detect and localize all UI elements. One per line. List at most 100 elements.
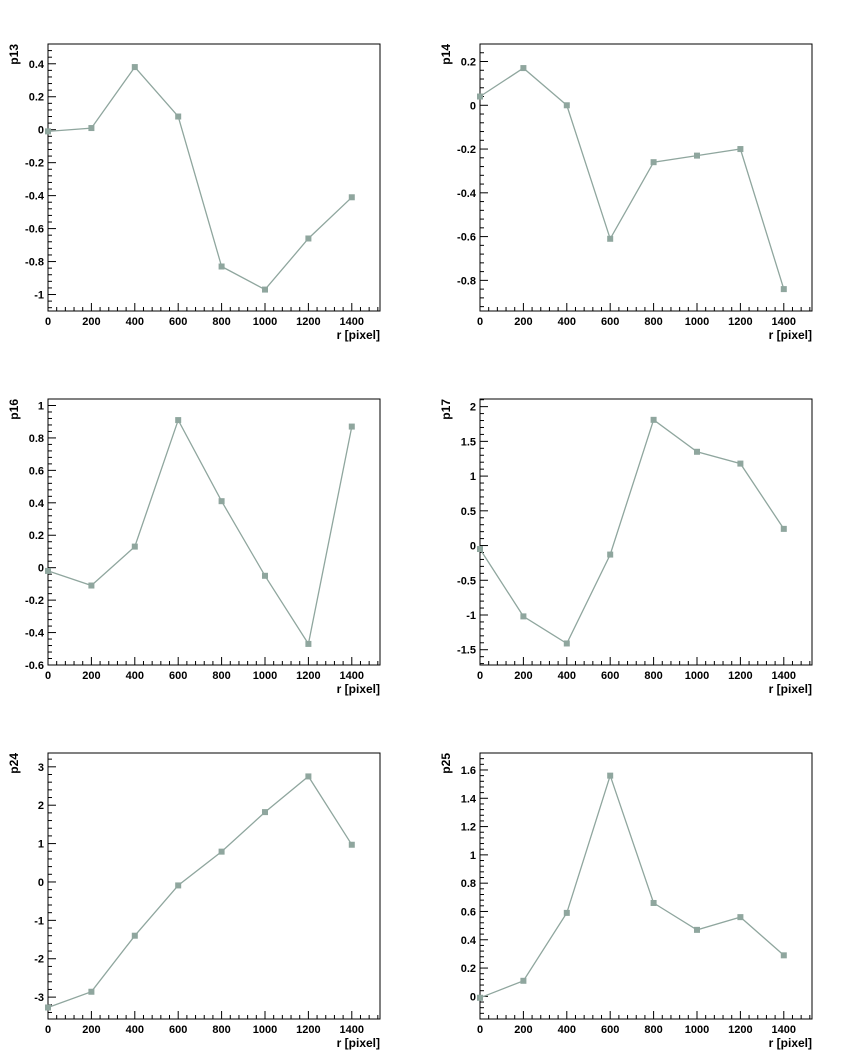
series-line — [479, 67, 785, 290]
data-point — [477, 994, 483, 1001]
x-tick-label: 400 — [126, 1024, 144, 1036]
y-tick-label: 0.2 — [461, 963, 476, 975]
plot-frame — [47, 43, 381, 312]
y-tick-label: 2 — [470, 402, 476, 414]
y-tick-label: -0.2 — [25, 595, 44, 607]
y-tick-label: 0.5 — [461, 506, 476, 518]
data-point — [131, 932, 138, 939]
data-point — [520, 613, 527, 620]
data-point — [261, 572, 268, 579]
x-tick-label: 600 — [601, 670, 619, 682]
data-point — [780, 525, 787, 532]
chart-panel-p16: 0 200 400 600 800 1000 1200 1400 -0.6 -0.4 -0.2 0 0.… — [7, 398, 381, 696]
y-tick-label: 1 — [38, 839, 44, 851]
y-tick-label: 0.4 — [29, 59, 45, 71]
x-tick-label: 1000 — [685, 1024, 709, 1036]
data-point — [520, 65, 527, 72]
y-tick-label: 0.2 — [29, 530, 44, 542]
data-point — [693, 448, 700, 455]
plot-frame — [47, 752, 381, 1020]
x-tick-label: 800 — [644, 1024, 662, 1036]
x-tick-label: 200 — [514, 670, 532, 682]
y-tick-label: -0.6 — [25, 660, 44, 672]
x-tick-label: 800 — [212, 670, 230, 682]
x-tick-label: 1400 — [772, 316, 796, 328]
x-tick-label: 1200 — [296, 1024, 320, 1036]
x-tick-label: 0 — [45, 1024, 51, 1036]
x-axis-title: r [pixel] — [337, 1036, 380, 1050]
x-tick-label: 200 — [82, 1024, 100, 1036]
plot-frame — [47, 398, 381, 666]
y-tick-label: -0.8 — [25, 257, 44, 269]
y-tick-label: -0.4 — [457, 188, 477, 200]
y-tick-label: -0.4 — [25, 191, 45, 203]
data-point — [650, 899, 657, 906]
x-tick-label: 600 — [169, 670, 187, 682]
y-tick-label: -0.2 — [25, 158, 44, 170]
x-axis-title: r [pixel] — [337, 328, 380, 342]
x-tick-label: 1400 — [772, 1024, 796, 1036]
data-point — [218, 498, 225, 505]
plot-frame — [479, 752, 813, 1020]
data-point — [563, 909, 570, 916]
data-point — [348, 423, 355, 430]
data-point — [348, 194, 355, 201]
series-line — [479, 418, 785, 645]
chart-panel-p14: 0 200 400 600 800 1000 1200 1400 -0.8 -0.6 -0.4 -0.… — [439, 43, 813, 342]
y-tick-label: 1 — [38, 400, 44, 412]
data-point — [607, 235, 614, 242]
data-point — [45, 567, 51, 574]
y-axis-title: p14 — [439, 44, 453, 65]
x-tick-label: 600 — [169, 1024, 187, 1036]
x-tick-label: 1000 — [685, 316, 709, 328]
y-tick-label: -1.5 — [457, 645, 476, 657]
y-tick-label: 2 — [38, 800, 44, 812]
y-tick-label: -2 — [34, 954, 44, 966]
x-tick-label: 1400 — [340, 316, 364, 328]
data-point — [737, 146, 744, 153]
y-tick-label: 1.6 — [461, 765, 476, 777]
data-point — [305, 773, 312, 780]
data-point — [131, 543, 138, 550]
y-tick-label: -0.8 — [457, 275, 476, 287]
data-point — [737, 914, 744, 921]
y-tick-label: 0.2 — [461, 57, 476, 69]
data-point — [88, 582, 95, 589]
x-tick-label: 1400 — [772, 670, 796, 682]
y-tick-label: 1.5 — [461, 436, 476, 448]
y-axis-title: p25 — [439, 753, 453, 774]
y-axis-title: p13 — [7, 44, 21, 65]
y-axis-title: p24 — [7, 753, 21, 774]
x-tick-label: 1200 — [728, 1024, 752, 1036]
data-point — [607, 772, 614, 779]
y-tick-label: -0.2 — [457, 144, 476, 156]
data-point — [780, 952, 787, 959]
x-tick-label: 800 — [644, 670, 662, 682]
data-point — [737, 460, 744, 467]
y-tick-label: 1.2 — [461, 822, 476, 834]
x-tick-label: 1400 — [340, 670, 364, 682]
x-tick-label: 400 — [126, 316, 144, 328]
x-tick-label: 1200 — [296, 670, 320, 682]
y-tick-label: 0 — [470, 541, 476, 553]
data-point — [563, 640, 570, 647]
x-tick-label: 1000 — [685, 670, 709, 682]
data-point — [477, 546, 483, 553]
y-tick-label: -0.6 — [25, 224, 44, 236]
data-point — [261, 286, 268, 293]
y-tick-label: 0 — [470, 991, 476, 1003]
data-point — [305, 640, 312, 647]
x-tick-label: 800 — [644, 316, 662, 328]
data-point — [693, 926, 700, 933]
chart-panel-p24: 0 200 400 600 800 1000 1200 1400 -3 -2 -1 0 1 2 3 r [pi… — [7, 752, 381, 1050]
plot-frame — [479, 43, 813, 312]
x-tick-label: 400 — [558, 316, 576, 328]
data-point — [563, 102, 570, 109]
x-axis-title: r [pixel] — [769, 1036, 812, 1050]
x-tick-label: 200 — [514, 316, 532, 328]
y-tick-label: 0 — [38, 563, 44, 575]
data-point — [607, 551, 614, 558]
y-tick-label: 0.6 — [461, 906, 476, 918]
x-tick-label: 0 — [45, 316, 51, 328]
